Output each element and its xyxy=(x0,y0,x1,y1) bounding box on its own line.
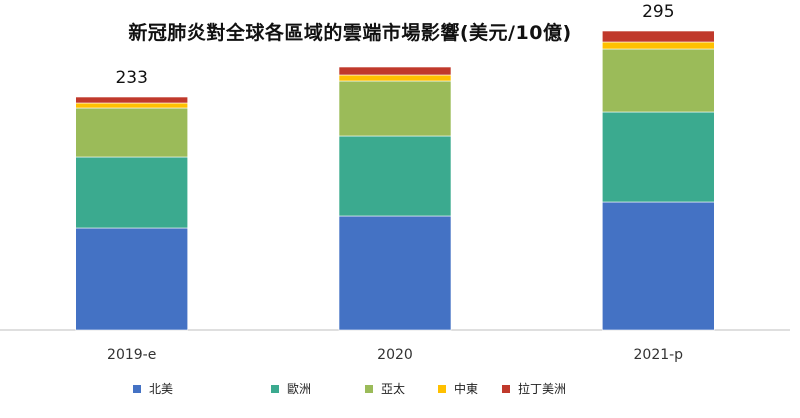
x-tick-label-2020: 2020 xyxy=(377,347,413,363)
legend-swatch xyxy=(502,384,510,393)
legend-label: 北美 xyxy=(149,382,174,396)
legend-label: 亞太 xyxy=(381,382,406,396)
bar-segment-2019-e-4 xyxy=(75,96,188,104)
legend-item-3: 中東 xyxy=(438,380,478,397)
bar-segment-2021-p-4 xyxy=(601,30,715,43)
bar-segment-2021-p-1 xyxy=(601,111,715,203)
chart-title: 新冠肺炎對全球各區域的雲端市場影響(美元/10億) xyxy=(128,22,572,44)
legend-label: 歐洲 xyxy=(287,382,312,396)
legend-swatch xyxy=(365,384,373,393)
total-label-2021-p: 295 xyxy=(642,2,674,22)
bar-segment-2019-e-0 xyxy=(75,227,188,331)
legend-item-4: 拉丁美洲 xyxy=(502,380,566,397)
bar-segment-2021-p-3 xyxy=(601,41,715,50)
bar-segment-2019-e-2 xyxy=(75,107,188,158)
bar-segment-2020-4 xyxy=(338,66,452,76)
bar-segment-2020-2 xyxy=(338,80,452,137)
legend-label: 拉丁美洲 xyxy=(518,382,567,396)
legend-swatch xyxy=(438,384,446,393)
bar-segment-2020-3 xyxy=(338,74,452,82)
legend-item-1: 歐洲 xyxy=(271,380,311,397)
bar-segment-2019-e-3 xyxy=(75,102,188,109)
x-tick-label-2021-p: 2021-p xyxy=(634,347,684,363)
legend-swatch xyxy=(271,384,279,393)
legend-swatch xyxy=(133,384,141,393)
total-label-2019-e: 233 xyxy=(115,68,147,88)
bar-segment-2021-p-0 xyxy=(601,201,715,331)
legend: 北美 歐洲 亞太 中東 拉丁美洲 xyxy=(0,380,800,400)
x-tick-label-2019-e: 2019-e xyxy=(107,347,156,363)
legend-item-0: 北美 xyxy=(133,380,173,397)
bar-segment-2019-e-1 xyxy=(75,156,188,229)
bar-segment-2021-p-2 xyxy=(601,48,715,113)
bar-segment-2020-1 xyxy=(338,135,452,217)
bar-segment-2020-0 xyxy=(338,215,452,331)
legend-item-2: 亞太 xyxy=(365,380,405,397)
legend-label: 中東 xyxy=(454,382,479,396)
